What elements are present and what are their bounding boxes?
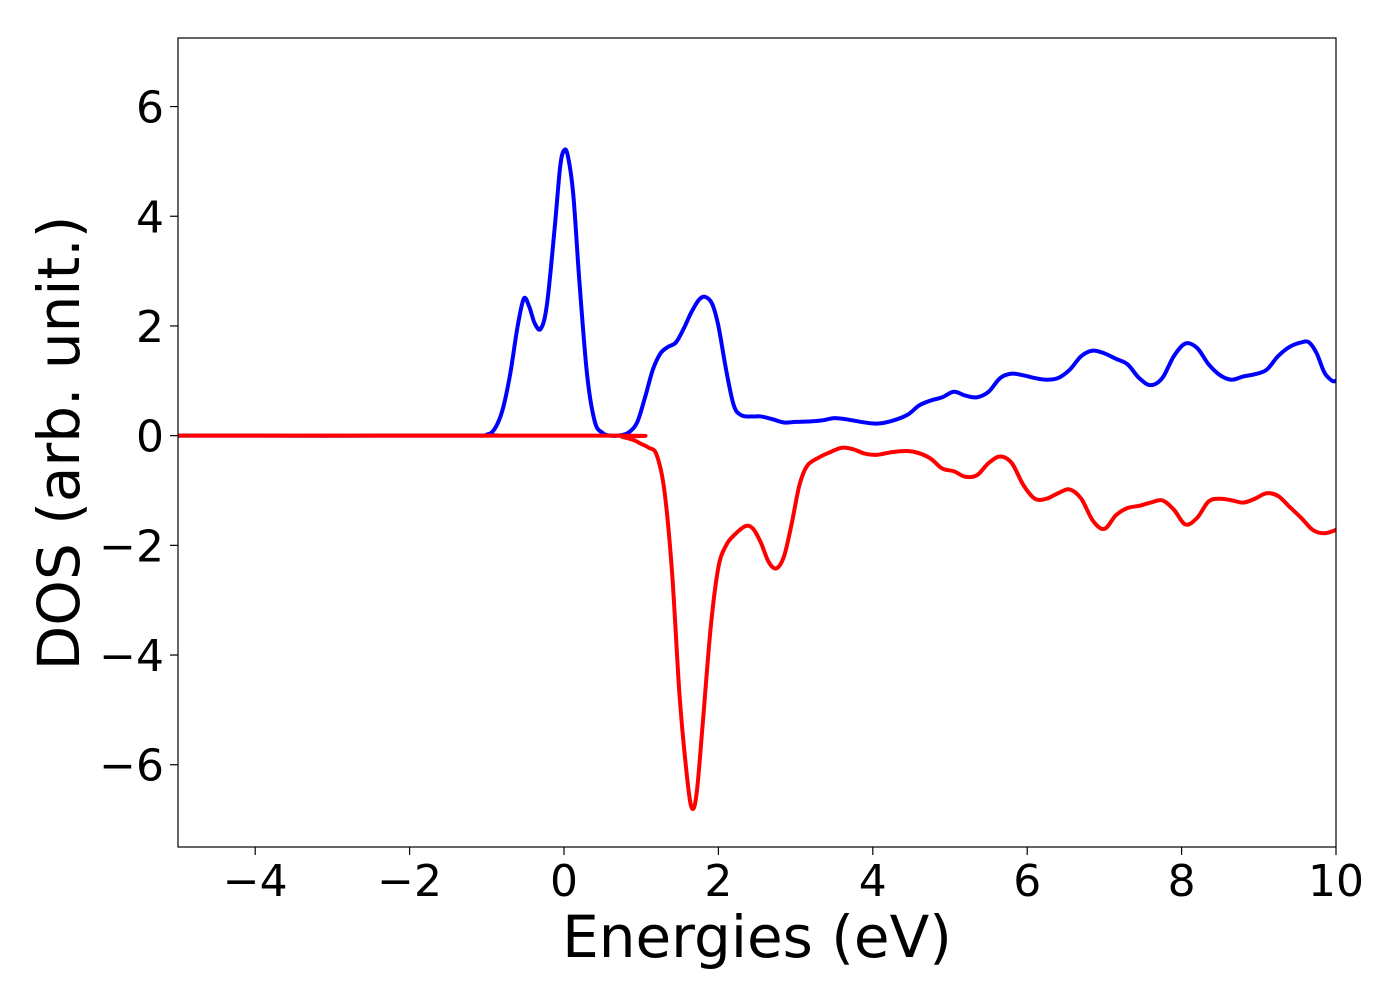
x-tick-label: −4 [223,856,288,907]
y-tick-label: 4 [136,192,164,243]
y-axis-ticks: −6 −4 −2 0 2 4 6 [99,83,178,792]
y-axis-title: DOS (arb. unit.) [25,216,93,671]
y-tick-label: 6 [136,83,164,134]
x-tick-label: 4 [859,856,887,907]
series-line-2 [177,433,1337,812]
x-tick-label: 2 [704,856,732,907]
series-layer [177,147,1337,812]
y-tick-label: 0 [136,412,164,463]
x-tick-label: 6 [1013,856,1041,907]
y-tick-label: 2 [136,302,164,353]
x-tick-label: 0 [550,856,578,907]
y-tick-label: −6 [99,741,164,792]
x-tick-label: −2 [377,856,442,907]
y-tick-label: −2 [99,521,164,572]
x-tick-label: 8 [1168,856,1196,907]
x-axis-ticks: −4 −2 0 2 4 6 8 10 [223,847,1364,907]
series-line-1 [177,147,1337,438]
plot-frame [177,37,1337,848]
y-tick-label: −4 [99,631,164,682]
x-axis-title: Energies (eV) [562,903,952,971]
x-tick-label: 10 [1308,856,1364,907]
